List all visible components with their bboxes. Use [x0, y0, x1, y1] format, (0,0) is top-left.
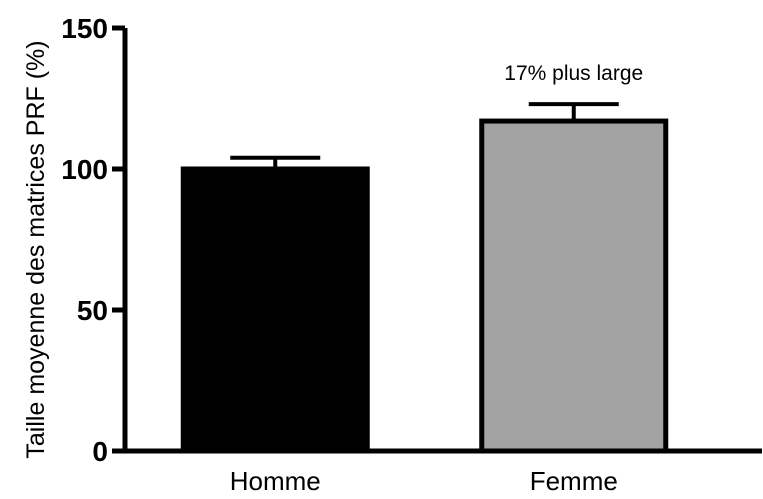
- bars-group: [180, 102, 669, 454]
- annotation-label: 17% plus large: [504, 62, 643, 85]
- y-tick-label-50: 50: [77, 295, 108, 326]
- y-ticks-group: 0 50 100 150: [61, 13, 125, 467]
- y-axis-title: Taille moyenne des matrices PRF (%): [22, 40, 50, 458]
- y-tick-label-0: 0: [92, 436, 108, 467]
- y-tick-label-100: 100: [61, 154, 108, 185]
- x-tick-labels-group: Homme Femme: [230, 466, 618, 496]
- bar-homme: [180, 166, 370, 454]
- bar-femme: [479, 118, 669, 454]
- x-tick-label-femme: Femme: [530, 466, 618, 496]
- x-tick-label-homme: Homme: [230, 466, 321, 496]
- axes-group: [122, 28, 762, 454]
- y-tick-label-150: 150: [61, 13, 108, 44]
